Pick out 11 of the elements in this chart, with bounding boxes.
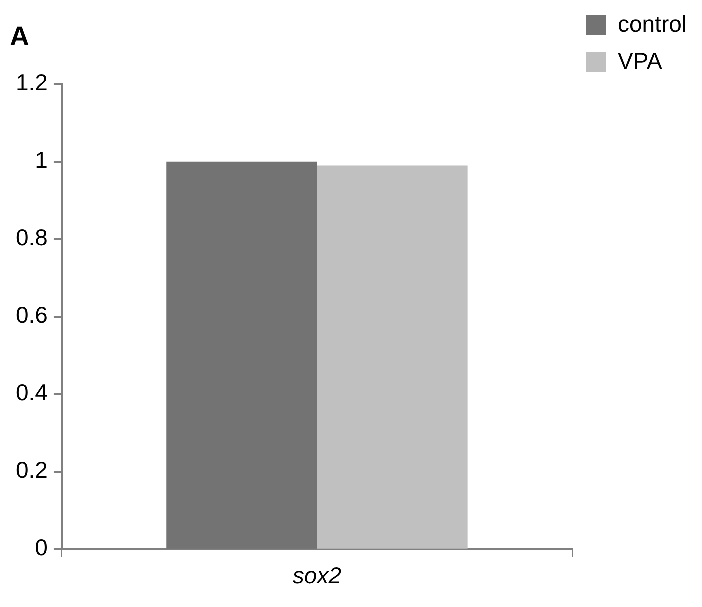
y-tick-label: 0.4: [16, 380, 48, 406]
x-tick-label: sox2: [292, 562, 342, 589]
y-tick-label: 0.6: [16, 302, 48, 328]
y-tick-label: 0.8: [16, 224, 48, 251]
y-tick-label: 0: [35, 534, 48, 561]
legend-label: VPA: [618, 48, 663, 74]
y-tick-label: 0.2: [16, 457, 48, 484]
legend-label: control: [618, 10, 688, 37]
chart-title: A: [10, 22, 30, 52]
y-tick-label: 1.2: [16, 70, 48, 96]
y-tick-label: 1: [35, 147, 48, 174]
